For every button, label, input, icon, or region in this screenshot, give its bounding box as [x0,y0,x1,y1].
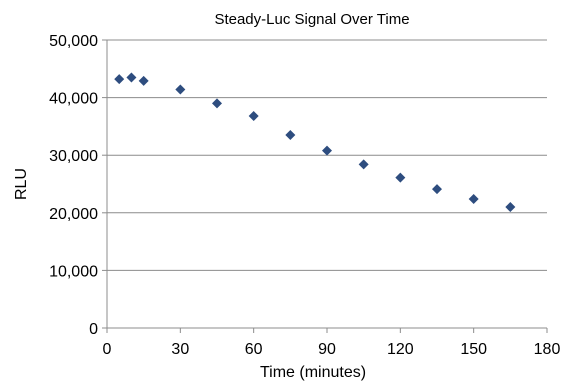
x-axis-tick-labels: 0 30 60 90 120 150 180 [103,341,561,358]
x-tick-label: 90 [318,341,336,358]
x-tick-label: 0 [103,341,112,358]
x-tick-label: 30 [171,341,189,358]
y-axis-title: RLU [13,168,30,200]
data-points [114,72,516,213]
data-point [322,145,332,156]
y-tick-label: 10,000 [49,263,98,280]
data-point [248,111,259,122]
chart-title: Steady-Luc Signal Over Time [214,11,409,28]
y-axis-tick-labels: 0 10,000 20,000 30,000 40,000 50,000 [49,33,98,338]
data-point [505,202,516,213]
data-point [138,75,149,86]
data-point [468,193,479,204]
x-tick-label: 60 [245,341,263,358]
data-point [285,130,296,141]
x-axis-title: Time (minutes) [260,364,366,381]
x-tick-label: 180 [534,341,561,358]
y-tick-label: 30,000 [49,148,98,165]
data-point [175,84,186,95]
data-point [395,172,406,183]
data-point [212,98,222,109]
data-point [126,72,137,83]
x-tick-label: 150 [460,341,487,358]
x-tick-label: 120 [387,341,414,358]
y-tick-label: 40,000 [49,91,98,108]
axes [102,39,548,333]
data-point [358,159,369,170]
y-tick-label: 50,000 [49,33,98,50]
data-point [432,184,442,195]
y-tick-label: 20,000 [49,206,98,223]
y-tick-label: 0 [89,321,98,338]
data-point [114,74,125,85]
